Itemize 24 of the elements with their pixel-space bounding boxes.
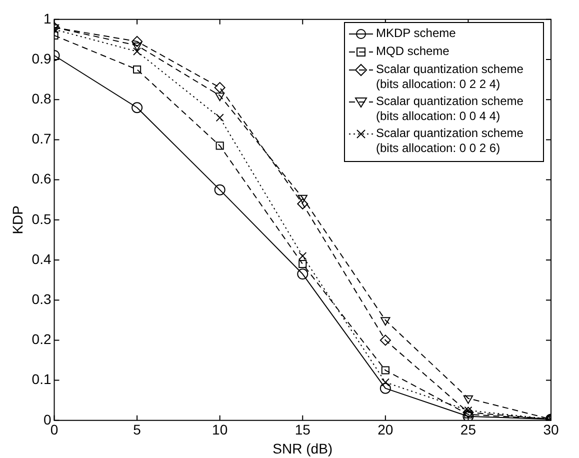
legend-label: MKDP scheme: [376, 26, 457, 41]
x-tick-label: 30: [543, 422, 559, 438]
y-tick-label: 0.3: [32, 290, 52, 307]
x-tick-label: 25: [460, 422, 476, 438]
x-axis-title: SNR (dB): [272, 440, 333, 456]
x-tick-label: 20: [378, 422, 394, 438]
legend-label: Scalar quantization scheme (bits allocation: 0 2 2 4): [376, 62, 524, 92]
y-tick-label: 0.7: [32, 130, 52, 147]
x-tick-label: 10: [212, 422, 228, 438]
y-tick-label: 0.9: [32, 50, 52, 66]
y-tick-label: 0.5: [32, 210, 52, 227]
legend-label: Scalar quantization scheme (bits allocation: 0 0 4 4): [376, 94, 524, 124]
y-tick-label: 0.4: [32, 250, 52, 267]
legend-label: Scalar quantization scheme (bits allocation: 0 0 2 6): [376, 126, 524, 156]
x-tick-label: 5: [133, 422, 142, 438]
legend-label: MQD scheme: [376, 44, 450, 59]
y-tick-label: 0: [43, 411, 52, 428]
y-axis-title: KDP: [9, 206, 26, 234]
y-tick-label: 0.8: [32, 90, 52, 106]
y-tick-label: 0.1: [32, 371, 52, 388]
x-tick-label: 15: [294, 422, 311, 438]
y-tick-label: 0.2: [32, 331, 52, 348]
y-tick-label: 0.6: [32, 170, 52, 187]
y-tick-label: 1: [43, 10, 52, 26]
